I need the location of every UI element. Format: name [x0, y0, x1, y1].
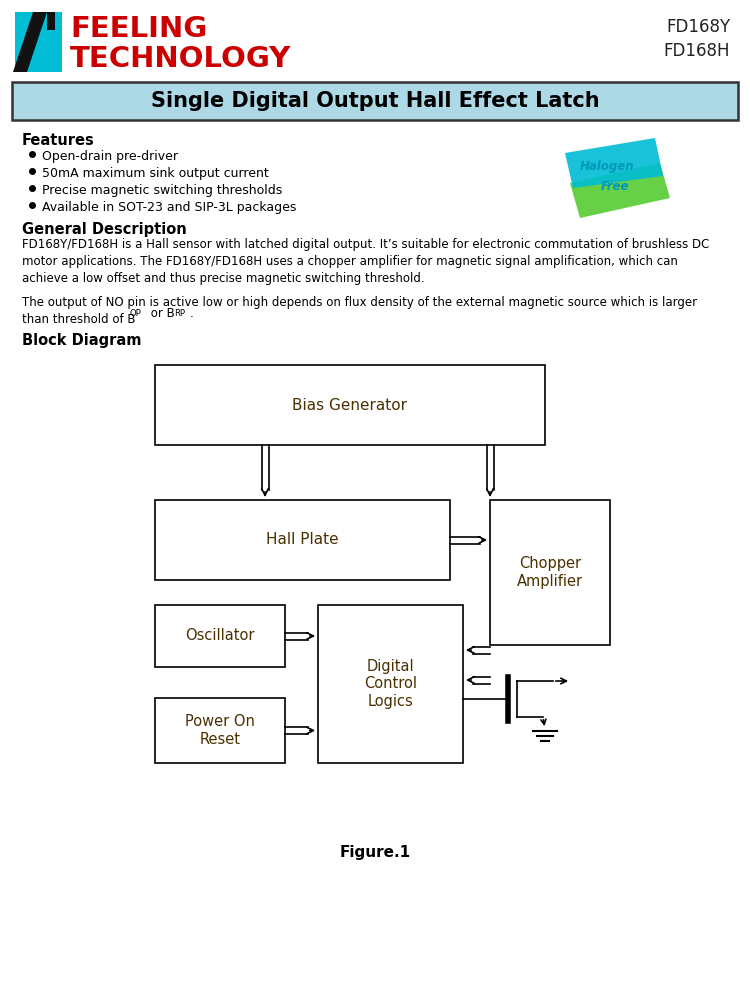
Text: FD168Y: FD168Y [666, 18, 730, 36]
Text: Digital
Control
Logics: Digital Control Logics [364, 659, 417, 709]
Text: Precise magnetic switching thresholds: Precise magnetic switching thresholds [42, 184, 282, 197]
Text: Single Digital Output Hall Effect Latch: Single Digital Output Hall Effect Latch [151, 91, 599, 111]
Text: Oscillator: Oscillator [185, 629, 255, 644]
Text: 50mA maximum sink output current: 50mA maximum sink output current [42, 167, 268, 180]
Bar [318, 605, 463, 763]
Polygon shape [570, 163, 670, 218]
Polygon shape [47, 12, 55, 30]
Polygon shape [565, 138, 663, 188]
Bar [155, 365, 545, 445]
Bar [12, 82, 738, 120]
Text: TECHNOLOGY: TECHNOLOGY [70, 45, 291, 73]
Polygon shape [13, 12, 47, 72]
Bar [155, 500, 450, 580]
Text: Bias Generator: Bias Generator [292, 397, 407, 412]
Text: Power On
Reset: Power On Reset [185, 714, 255, 747]
Text: Features: Features [22, 133, 94, 148]
Text: Halogen: Halogen [580, 160, 634, 173]
Text: FD168Y/FD168H is a Hall sensor with latched digital output. It’s suitable for el: FD168Y/FD168H is a Hall sensor with latc… [22, 238, 710, 285]
Text: FD168H: FD168H [664, 42, 730, 60]
Text: Free: Free [601, 180, 629, 193]
Bar [155, 605, 285, 667]
Text: Open-drain pre-driver: Open-drain pre-driver [42, 150, 178, 163]
Text: Available in SOT-23 and SIP-3L packages: Available in SOT-23 and SIP-3L packages [42, 201, 296, 214]
Text: Figure.1: Figure.1 [340, 845, 410, 860]
Polygon shape [15, 12, 62, 72]
Text: .: . [190, 307, 194, 320]
Text: FEELING: FEELING [70, 15, 207, 43]
Bar [155, 698, 285, 763]
Text: General Description: General Description [22, 222, 187, 237]
Text: OP: OP [130, 309, 142, 318]
Text: Chopper
Amplifier: Chopper Amplifier [517, 556, 583, 589]
Text: The output of NO pin is active low or high depends on flux density of the extern: The output of NO pin is active low or hi… [22, 296, 698, 326]
Text: Block Diagram: Block Diagram [22, 333, 142, 348]
Text: Hall Plate: Hall Plate [266, 532, 339, 548]
Bar [490, 500, 610, 645]
Text: or B: or B [147, 307, 175, 320]
Text: RP: RP [174, 309, 185, 318]
